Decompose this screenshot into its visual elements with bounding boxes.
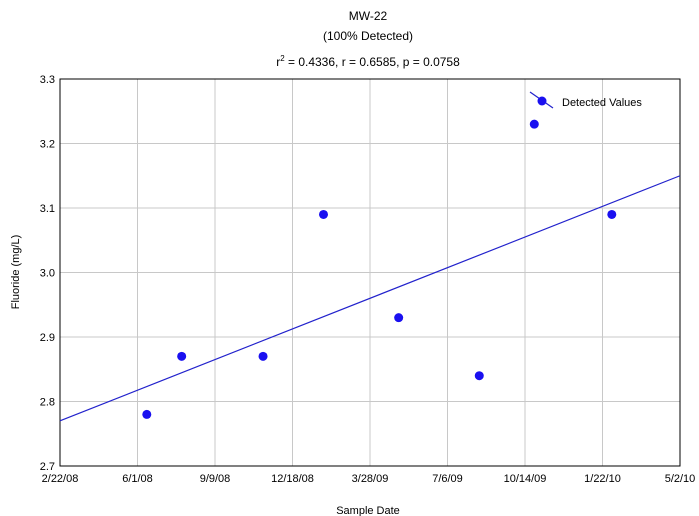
y-tick-labels: 2.7 2.8 2.9 3.0 3.1 3.2 3.3 (40, 74, 55, 473)
y-tick-label: 2.9 (40, 332, 55, 344)
x-tick-label: 6/1/08 (122, 473, 153, 485)
x-tick-label: 9/9/08 (200, 473, 231, 485)
y-tick-label: 3.3 (40, 74, 55, 86)
stats-r2-prefix: r (276, 55, 280, 69)
plot-frame (59, 78, 681, 467)
y-tick-label: 3.2 (40, 139, 55, 151)
legend-label: Detected Values (562, 97, 642, 109)
x-tick-label: 12/18/08 (271, 473, 314, 485)
data-point (142, 409, 152, 419)
x-tick-label: 7/6/09 (432, 473, 463, 485)
data-point (529, 119, 539, 129)
chart-title: MW-22 (349, 9, 388, 23)
stats-rest: = 0.4336, r = 0.6585, p = 0.0758 (285, 55, 460, 69)
chart-subtitle: (100% Detected) (323, 29, 413, 43)
y-tick-label: 3.1 (40, 203, 55, 215)
y-axis-label: Fluoride (mg/L) (10, 235, 22, 310)
grid (59, 78, 681, 467)
stats-r2-sup: 2 (280, 54, 285, 63)
data-point (177, 351, 187, 361)
legend: Detected Values (529, 91, 642, 109)
y-tick-label: 2.7 (40, 461, 55, 473)
data-point (474, 371, 484, 381)
x-tick-label: 2/22/08 (42, 473, 79, 485)
data-point (607, 209, 617, 219)
x-axis-label: Sample Date (336, 505, 400, 516)
x-tick-label: 5/2/10 (665, 473, 696, 485)
x-tick-label: 3/28/09 (352, 473, 389, 485)
trend-line (59, 175, 681, 422)
x-tick-labels: 2/22/08 6/1/08 9/9/08 12/18/08 3/28/09 7/6/09… (42, 473, 696, 485)
chart-stats: r2 = 0.4336, r = 0.6585, p = 0.0758 (276, 54, 460, 69)
points-layer (142, 119, 617, 419)
y-tick-label: 2.8 (40, 397, 55, 409)
x-tick-label: 1/22/10 (584, 473, 621, 485)
legend-marker-symbol (537, 96, 547, 106)
data-point (394, 313, 404, 323)
x-tick-label: 10/14/09 (504, 473, 547, 485)
data-point (319, 209, 328, 219)
trend-layer (59, 175, 681, 422)
data-point (258, 351, 268, 361)
y-tick-label: 3.0 (40, 268, 55, 280)
